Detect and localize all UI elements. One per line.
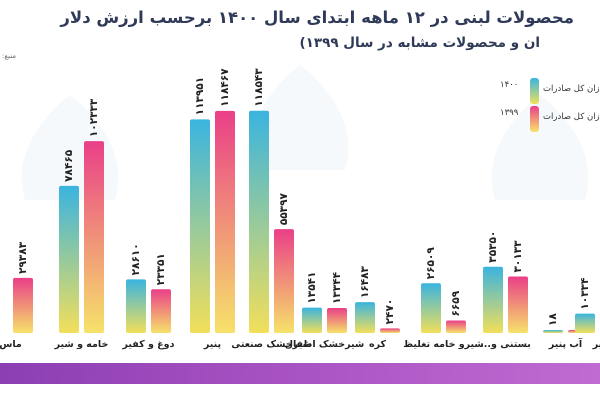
category-label-7: شیرو خامه تغلیظ bbox=[403, 339, 484, 350]
category-label-3: پنیر bbox=[203, 339, 221, 350]
category-label-1: خامه و شیر bbox=[54, 339, 109, 350]
data-label-1400-9: ۱۸ bbox=[547, 313, 559, 326]
bar-1399-0 bbox=[13, 277, 33, 333]
chart-title: محصولات لبنی در ۱۲ ماهه ابتدای سال ۱۴۰۰ … bbox=[60, 8, 574, 27]
bar-1399-7 bbox=[446, 320, 466, 333]
data-label-1399-4: ۵۵۳۹۷ bbox=[278, 192, 290, 225]
legend-year-1: ۱۳۹۹ bbox=[500, 108, 519, 118]
category-label-8: بستنی و... bbox=[480, 339, 531, 350]
bar-1400-7 bbox=[421, 283, 441, 333]
bar-1399-8 bbox=[508, 276, 528, 333]
data-label-1400-1: ۷۸۴۶۵ bbox=[63, 149, 75, 182]
bar-1400-10 bbox=[575, 313, 595, 333]
data-label-1399-0: ۲۹۳۸۳ bbox=[17, 241, 29, 274]
bar-1400-6 bbox=[355, 302, 375, 333]
bar-1400-3 bbox=[190, 119, 210, 333]
legend-label-0: زان کل صادرات bbox=[543, 84, 600, 94]
bar-1399-2 bbox=[151, 289, 171, 333]
data-label-1400-3: ۱۱۳۹۵۱ bbox=[194, 77, 206, 115]
bar-1400-5 bbox=[302, 307, 322, 333]
category-label-0: ماس bbox=[0, 339, 22, 350]
data-label-1400-7: ۲۶۵۰۹ bbox=[425, 247, 437, 280]
data-label-1400-2: ۲۸۶۱۰ bbox=[130, 243, 142, 275]
bar-1400-8 bbox=[483, 266, 503, 333]
data-label-1399-7: ۶۶۵۹ bbox=[450, 290, 462, 316]
data-label-1399-3: ۱۱۸۴۶۷ bbox=[219, 68, 231, 107]
bar-1399-5 bbox=[327, 307, 347, 333]
category-label-6: کره bbox=[369, 339, 387, 350]
category-label-9: آب پنیر bbox=[548, 337, 583, 350]
bar-1400-1 bbox=[59, 185, 79, 333]
bar-1399-1 bbox=[84, 141, 104, 333]
bar-1399-6 bbox=[380, 328, 400, 333]
data-label-1400-5: ۱۳۵۴۱ bbox=[306, 272, 318, 304]
bar-1400-4 bbox=[249, 110, 269, 333]
category-label-5: شیرخشک اطفال bbox=[285, 339, 365, 350]
footer-bar bbox=[0, 363, 600, 384]
category-label-10: یر bbox=[592, 339, 600, 350]
data-label-1399-8: ۳۰۱۳۳ bbox=[512, 240, 524, 273]
source-label: منبع: bbox=[2, 52, 17, 60]
data-label-1399-1: ۱۰۲۳۳۳ bbox=[88, 98, 100, 137]
bar-1400-2 bbox=[126, 279, 146, 333]
bar-1399-4 bbox=[274, 229, 294, 333]
data-label-1399-2: ۲۳۳۵۱ bbox=[155, 253, 167, 285]
legend-swatch-1 bbox=[530, 106, 539, 132]
bar-1399-3 bbox=[215, 110, 235, 333]
chart-subtitle: ان و محصولات مشابه در سال ۱۳۹۹) bbox=[299, 35, 540, 51]
watermark-motif bbox=[21, 65, 589, 200]
legend-label-1: زان کل صادرات bbox=[543, 112, 600, 122]
category-label-2: دوغ و کفیر bbox=[122, 339, 175, 350]
bar-1400-9 bbox=[543, 330, 563, 333]
data-label-1400-8: ۳۵۳۵۰ bbox=[487, 231, 499, 263]
legend-year-0: ۱۴۰۰ bbox=[500, 80, 519, 90]
data-label-1399-5: ۱۳۳۴۴ bbox=[331, 271, 343, 304]
data-label-1400-4: ۱۱۸۵۴۳ bbox=[253, 68, 265, 107]
legend-swatch-0 bbox=[530, 78, 539, 104]
data-label-1400-10: ۱۰۳۳۴ bbox=[579, 277, 591, 310]
category-label-4: شیرخشک صنعتی bbox=[231, 339, 312, 350]
data-label-1400-6: ۱۶۴۸۳ bbox=[359, 265, 371, 298]
data-label-1399-6: ۲۴۷۰ bbox=[384, 299, 396, 325]
